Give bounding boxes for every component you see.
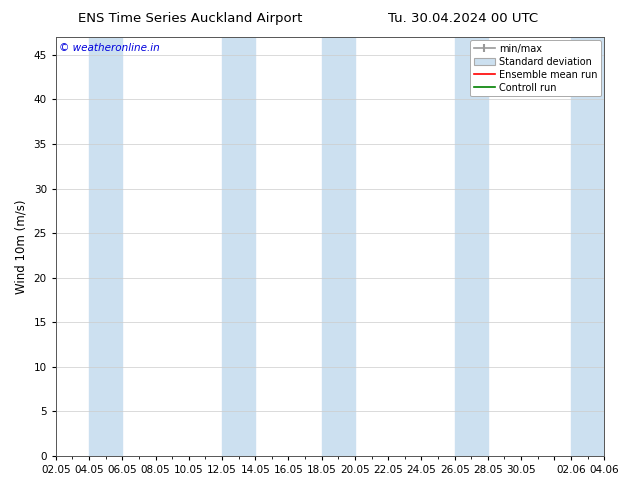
Bar — [321, 37, 355, 456]
Text: © weatheronline.in: © weatheronline.in — [58, 43, 159, 53]
Text: ENS Time Series Auckland Airport: ENS Time Series Auckland Airport — [78, 12, 302, 25]
Bar — [89, 37, 122, 456]
Text: Tu. 30.04.2024 00 UTC: Tu. 30.04.2024 00 UTC — [388, 12, 538, 25]
Bar — [571, 37, 604, 456]
Bar — [455, 37, 488, 456]
Y-axis label: Wind 10m (m/s): Wind 10m (m/s) — [15, 199, 28, 294]
Bar — [222, 37, 256, 456]
Legend: min/max, Standard deviation, Ensemble mean run, Controll run: min/max, Standard deviation, Ensemble me… — [470, 40, 601, 97]
